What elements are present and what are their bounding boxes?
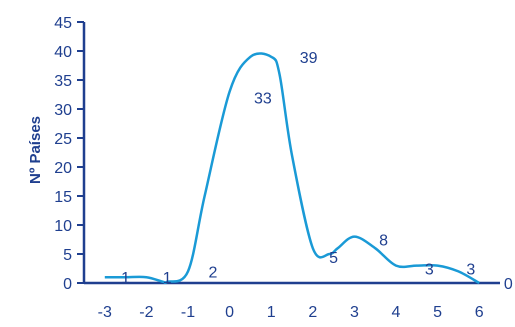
series-lines [104, 52, 480, 285]
x-tick-label: 1 [267, 304, 276, 321]
x-tick-label: 6 [475, 304, 484, 321]
y-axis-title: Nº Países [27, 116, 44, 184]
x-tick-labels: -3 -2 -1 0 1 2 3 4 5 6 [98, 304, 484, 321]
x-tick-label: 2 [308, 304, 317, 321]
y-tick-label: 15 [54, 189, 72, 206]
data-label: 3 [466, 262, 475, 279]
x-tick-label: 4 [392, 304, 401, 321]
x-tick-label: -3 [98, 304, 112, 321]
x-tick-label: -2 [139, 304, 153, 321]
data-label: 0 [504, 276, 513, 293]
y-tick-label: 40 [54, 44, 72, 61]
data-label: 3 [425, 262, 434, 279]
y-tick-label: 25 [54, 131, 72, 148]
data-label: 8 [379, 233, 388, 250]
data-label: 39 [300, 50, 318, 67]
data-label: 5 [329, 250, 338, 267]
x-tick-label: 0 [225, 304, 234, 321]
series-line [104, 52, 480, 285]
x-tick-label: -1 [181, 304, 195, 321]
data-label: 33 [254, 90, 272, 107]
y-tick-label: 10 [54, 218, 72, 235]
x-tick-label: 3 [350, 304, 359, 321]
y-tick-label: 0 [63, 276, 72, 293]
y-tick-label: 45 [54, 15, 72, 32]
data-label: 1 [121, 270, 130, 287]
axes [82, 22, 500, 285]
y-tick-label: 35 [54, 73, 72, 90]
data-label: 2 [209, 264, 218, 281]
y-tick-label: 30 [54, 102, 72, 119]
data-label: 1 [163, 270, 172, 287]
x-tick-label: 5 [433, 304, 442, 321]
y-tick-label: 5 [63, 247, 72, 264]
y-tick-label: 20 [54, 160, 72, 177]
y-tick-labels: 0 5 10 15 20 25 30 35 40 45 [54, 15, 84, 293]
